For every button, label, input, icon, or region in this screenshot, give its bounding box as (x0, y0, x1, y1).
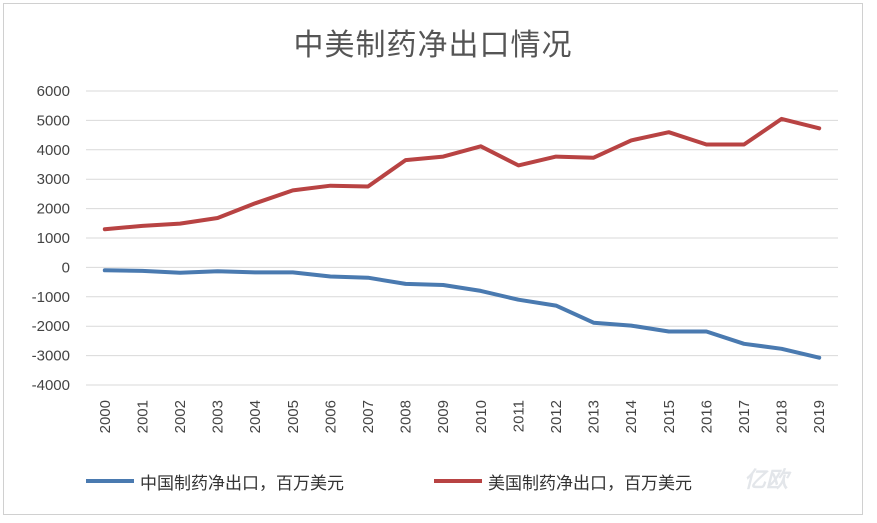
watermark: 亿欧 (744, 468, 789, 493)
series-line-china (102, 268, 822, 360)
y-tick-label: 2000 (37, 201, 70, 218)
x-tick-label: 2013 (586, 400, 603, 433)
y-tick-label: 4000 (37, 142, 70, 159)
legend-item-us: 美国制药净出口，百万美元 (434, 466, 692, 496)
y-tick-label: -4000 (32, 377, 70, 394)
y-tick-label: 0 (62, 259, 70, 276)
legend-swatch-china (86, 479, 134, 483)
y-tick-label: 6000 (37, 83, 70, 100)
chart-title: 中美制药净出口情况 (293, 28, 573, 63)
y-tick-label: -3000 (32, 348, 70, 365)
legend-label-us: 美国制药净出口，百万美元 (488, 473, 692, 494)
x-tick-label: 2012 (548, 400, 565, 433)
x-tick-label: 2011 (510, 400, 527, 432)
x-tick-label: 2006 (322, 400, 339, 433)
y-tick-label: 1000 (37, 230, 70, 247)
x-tick-label: 2004 (247, 400, 264, 433)
legend-item-china: 中国制药净出口，百万美元 (86, 466, 344, 496)
x-tick-label: 2018 (774, 400, 791, 433)
legend-swatch-us (434, 479, 482, 483)
chart-plot: 6000 5000 4000 3000 2000 1000 0 -1000 -2000 -3000… (32, 83, 838, 433)
x-tick-label: 2014 (623, 400, 640, 433)
x-tick-label: 2008 (398, 400, 415, 433)
x-tick-label: 2002 (172, 400, 189, 433)
y-tick-label: 5000 (37, 112, 70, 129)
x-tick-label: 2007 (360, 400, 377, 433)
x-tick-label: 2010 (473, 400, 490, 433)
legend-label-china: 中国制药净出口，百万美元 (140, 473, 344, 494)
x-tick-label: 2005 (285, 400, 302, 433)
y-tick-label: -1000 (32, 289, 70, 306)
series-line-us (102, 116, 822, 232)
chart-frame: 中美制药净出口情况 6000 5000 4000 3000 2000 1000 0 -1000… (3, 3, 863, 515)
x-tick-label: 2001 (134, 400, 151, 433)
x-tick-label: 2003 (210, 400, 227, 433)
y-tick-label: -2000 (32, 318, 70, 335)
x-tick-label: 2016 (698, 400, 715, 433)
x-tick-label: 2019 (811, 400, 828, 433)
x-tick-label: 2015 (661, 400, 678, 433)
x-tick-label: 2000 (97, 400, 114, 433)
y-tick-label: 3000 (37, 171, 70, 188)
x-tick-label: 2009 (435, 400, 452, 433)
x-tick-label: 2017 (736, 400, 753, 433)
